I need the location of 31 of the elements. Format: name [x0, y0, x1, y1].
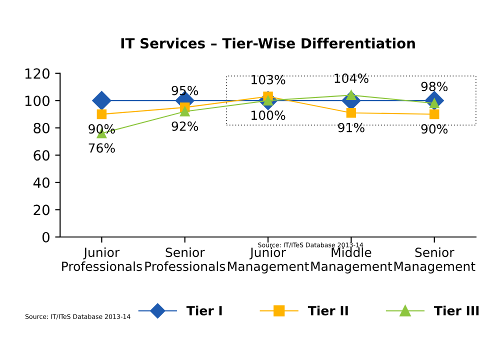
- data-label: 76%: [88, 143, 115, 153]
- data-label: 90%: [421, 124, 448, 134]
- x-tick-label: Senior Professionals: [145, 247, 226, 272]
- x-tick-label: Junior Professionals: [62, 247, 142, 272]
- y-tick-label: 0: [42, 232, 50, 242]
- data-label: 103%: [252, 74, 286, 84]
- legend-label: Tier III: [434, 306, 479, 316]
- legend-label: Tier II: [308, 306, 348, 316]
- point: [346, 108, 356, 118]
- data-label: 100%: [252, 110, 286, 120]
- data-label: 104%: [334, 74, 368, 83]
- x-tick-label: Junior Management: [228, 247, 309, 274]
- data-label: 98%: [421, 82, 448, 92]
- point: [96, 109, 107, 120]
- y-tick-label: 120: [25, 68, 50, 79]
- y-tick-label: 60: [34, 150, 50, 161]
- data-label: 91%: [338, 122, 364, 132]
- point: [180, 106, 190, 116]
- data-label: 92%: [172, 121, 198, 131]
- point: [430, 109, 440, 120]
- point: [92, 91, 112, 110]
- x-tick-label: Middle Management: [311, 247, 392, 274]
- data-label: 90%: [88, 124, 115, 134]
- y-tick-label: 100: [25, 96, 50, 106]
- x-tick-label: Senior Management: [394, 247, 476, 274]
- y-tick-label: 40: [33, 177, 50, 188]
- y-tick-label: 20: [34, 204, 50, 216]
- legend-label: Tier I: [186, 306, 222, 316]
- data-label: 95%: [172, 86, 198, 96]
- chart-title: IT Services – Tier-Wise Differentiation: [121, 38, 415, 49]
- y-tick-label: 80: [34, 122, 50, 134]
